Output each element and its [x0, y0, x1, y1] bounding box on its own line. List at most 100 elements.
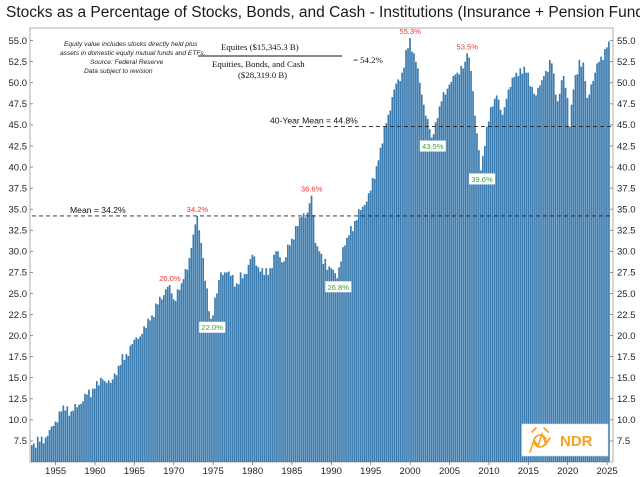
point-labels: 26.0% 34.2% 36.6% 55.3% 53.5% 22.0% 26.8% 43.5%… — [159, 27, 496, 333]
bar-1970.25 — [174, 301, 177, 462]
left-tick-label-20.0: 20.0 — [9, 331, 28, 342]
bar-1971.25 — [182, 279, 185, 462]
bar-1959.25 — [88, 389, 90, 462]
bar-1954.25 — [48, 429, 51, 462]
bar-2003.50 — [436, 118, 439, 463]
bar-1985.25 — [292, 239, 295, 462]
bar-2007.75 — [470, 70, 472, 462]
bar-2017.25 — [545, 70, 547, 462]
bar-1988.50 — [318, 251, 321, 462]
bar-2021.50 — [578, 60, 581, 463]
x-tick-label-2025: 2025 — [597, 466, 618, 477]
trough-label-0: 22.0% — [201, 323, 223, 332]
bar-1988.75 — [320, 253, 323, 462]
bar-2005.00 — [448, 84, 451, 463]
trough-label-1: 26.8% — [327, 283, 349, 292]
right-tick-label-27.5: 27.5 — [617, 268, 636, 279]
bar-1971.75 — [186, 269, 189, 462]
x-tick-label-2005: 2005 — [439, 466, 460, 477]
bar-1998.00 — [393, 89, 396, 463]
bar-1960.25 — [95, 381, 98, 462]
bar-2013.25 — [513, 76, 516, 462]
bar-2024.25 — [600, 56, 602, 463]
trough-label-2: 43.5% — [422, 142, 444, 151]
bar-1969.00 — [164, 289, 167, 462]
bar-1975.25 — [214, 297, 216, 462]
right-tick-label-37.5: 37.5 — [617, 183, 636, 194]
bar-1995.00 — [369, 190, 372, 462]
bar-1986.25 — [300, 216, 303, 462]
bar-2010.00 — [487, 121, 490, 462]
bar-1956.50 — [66, 406, 69, 462]
bar-1958.25 — [80, 403, 82, 462]
x-tick-label-2010: 2010 — [478, 466, 499, 477]
bar-1978.75 — [241, 278, 244, 462]
bar-1999.50 — [405, 49, 407, 462]
bar-1964.25 — [127, 355, 130, 462]
bar-1998.50 — [397, 79, 400, 462]
bar-1972.75 — [194, 224, 197, 462]
bar-2025.00 — [606, 47, 608, 462]
bar-1955.50 — [58, 411, 61, 462]
bar-2023.25 — [592, 81, 595, 462]
bar-1995.25 — [371, 178, 374, 462]
bar-1987.00 — [306, 212, 309, 462]
x-tick-label-1980: 1980 — [242, 466, 263, 477]
left-tick-label-50.0: 50.0 — [9, 78, 28, 89]
bar-1978.50 — [239, 272, 242, 462]
bar-2013.75 — [517, 76, 520, 462]
bar-1994.50 — [365, 201, 368, 462]
bar-2009.75 — [485, 126, 488, 462]
bar-1976.50 — [224, 272, 226, 462]
formula-denominator: Equities, Bonds, and Cash — [212, 59, 305, 69]
bar-1952.75 — [36, 436, 39, 462]
x-tick-label-1975: 1975 — [203, 466, 224, 477]
x-tick-label-1990: 1990 — [321, 466, 342, 477]
bar-1974.50 — [208, 311, 210, 462]
bar-1999.75 — [407, 48, 409, 462]
bar-2003.00 — [432, 134, 435, 462]
bar-1965.25 — [135, 337, 138, 462]
bar-1977.75 — [233, 286, 236, 462]
bar-1967.00 — [149, 320, 151, 462]
right-tick-label-52.5: 52.5 — [617, 57, 636, 68]
bar-2001.50 — [420, 94, 423, 462]
bar-1957.75 — [76, 407, 78, 462]
reference-label-1: 40-Year Mean = 44.8% — [270, 116, 358, 126]
trough-label-bg-2 — [419, 140, 446, 152]
bar-1989.50 — [326, 269, 329, 462]
formula-denominator-value: ($28,319.0 B) — [238, 70, 287, 80]
left-tick-label-30.0: 30.0 — [9, 247, 28, 258]
x-tick-label-2015: 2015 — [518, 466, 539, 477]
bar-2014.75 — [525, 72, 528, 462]
formula-result: = 54.2% — [353, 55, 384, 65]
bar-2018.50 — [554, 94, 557, 462]
right-tick-label-10.0: 10.0 — [617, 415, 636, 426]
bar-1960.50 — [97, 385, 100, 462]
bar-1962.00 — [109, 382, 112, 462]
bar-1992.75 — [352, 231, 354, 462]
bar-1953.00 — [38, 441, 41, 462]
bar-2008.25 — [474, 115, 476, 462]
bar-2006.25 — [458, 74, 461, 462]
x-tick-label-1970: 1970 — [163, 466, 184, 477]
bar-1999.00 — [401, 72, 403, 462]
bar-2006.75 — [462, 68, 465, 462]
bar-1995.50 — [373, 178, 376, 462]
bar-1970.75 — [178, 290, 181, 462]
bar-1997.00 — [385, 123, 388, 462]
left-tick-label-45.0: 45.0 — [9, 120, 28, 131]
bar-1953.75 — [44, 437, 47, 462]
bar-2004.00 — [440, 101, 443, 462]
left-y-axis: 7.5 10.0 12.5 15.0 17.5 20.0 22.5 25.0 27.5 30.0 3… — [9, 36, 33, 447]
bar-1974.75 — [210, 318, 212, 462]
bar-1986.75 — [304, 217, 307, 462]
bar-1966.25 — [143, 326, 145, 462]
x-tick-label-1995: 1995 — [360, 466, 381, 477]
bar-1964.00 — [125, 354, 128, 462]
bar-1971.50 — [184, 269, 187, 462]
right-tick-label-25.0: 25.0 — [617, 289, 636, 300]
left-tick-label-12.5: 12.5 — [9, 394, 28, 405]
right-tick-label-47.5: 47.5 — [617, 99, 636, 110]
bar-2006.00 — [456, 72, 459, 462]
